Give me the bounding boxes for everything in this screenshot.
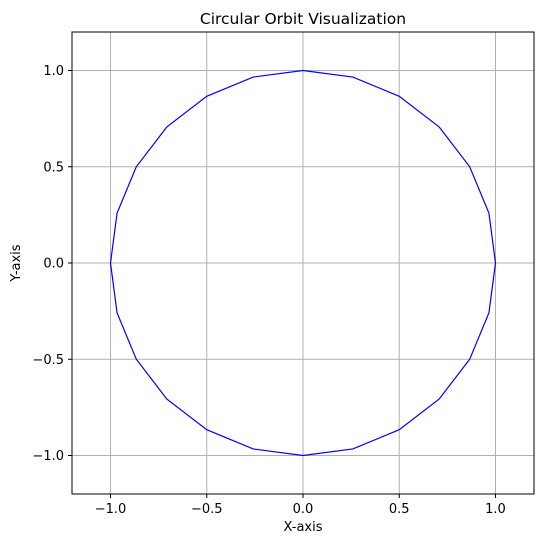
x-tick-label: 0.0 — [293, 502, 314, 517]
x-axis-label: X-axis — [284, 520, 323, 535]
y-tick-label: 1.0 — [43, 64, 64, 79]
x-tick-label: 1.0 — [485, 502, 506, 517]
y-axis-label: Y-axis — [9, 244, 24, 282]
y-tick-label: 0.0 — [43, 257, 64, 272]
y-tick-label: −1.0 — [32, 449, 64, 464]
x-tick-label: −1.0 — [95, 502, 127, 517]
y-tick-label: −0.5 — [32, 353, 64, 368]
grid — [72, 32, 534, 494]
x-tick-label: 0.5 — [389, 502, 410, 517]
y-tick-label: 0.5 — [43, 160, 64, 175]
ticks: −1.0 −0.5 0.0 0.5 1.0 −1.0 −0.5 0.0 0.5 1.0 — [32, 64, 505, 517]
chart-title: Circular Orbit Visualization — [200, 10, 406, 28]
series-layer — [109, 69, 497, 457]
orbit-line — [109, 69, 497, 457]
x-tick-label: −0.5 — [191, 502, 223, 517]
